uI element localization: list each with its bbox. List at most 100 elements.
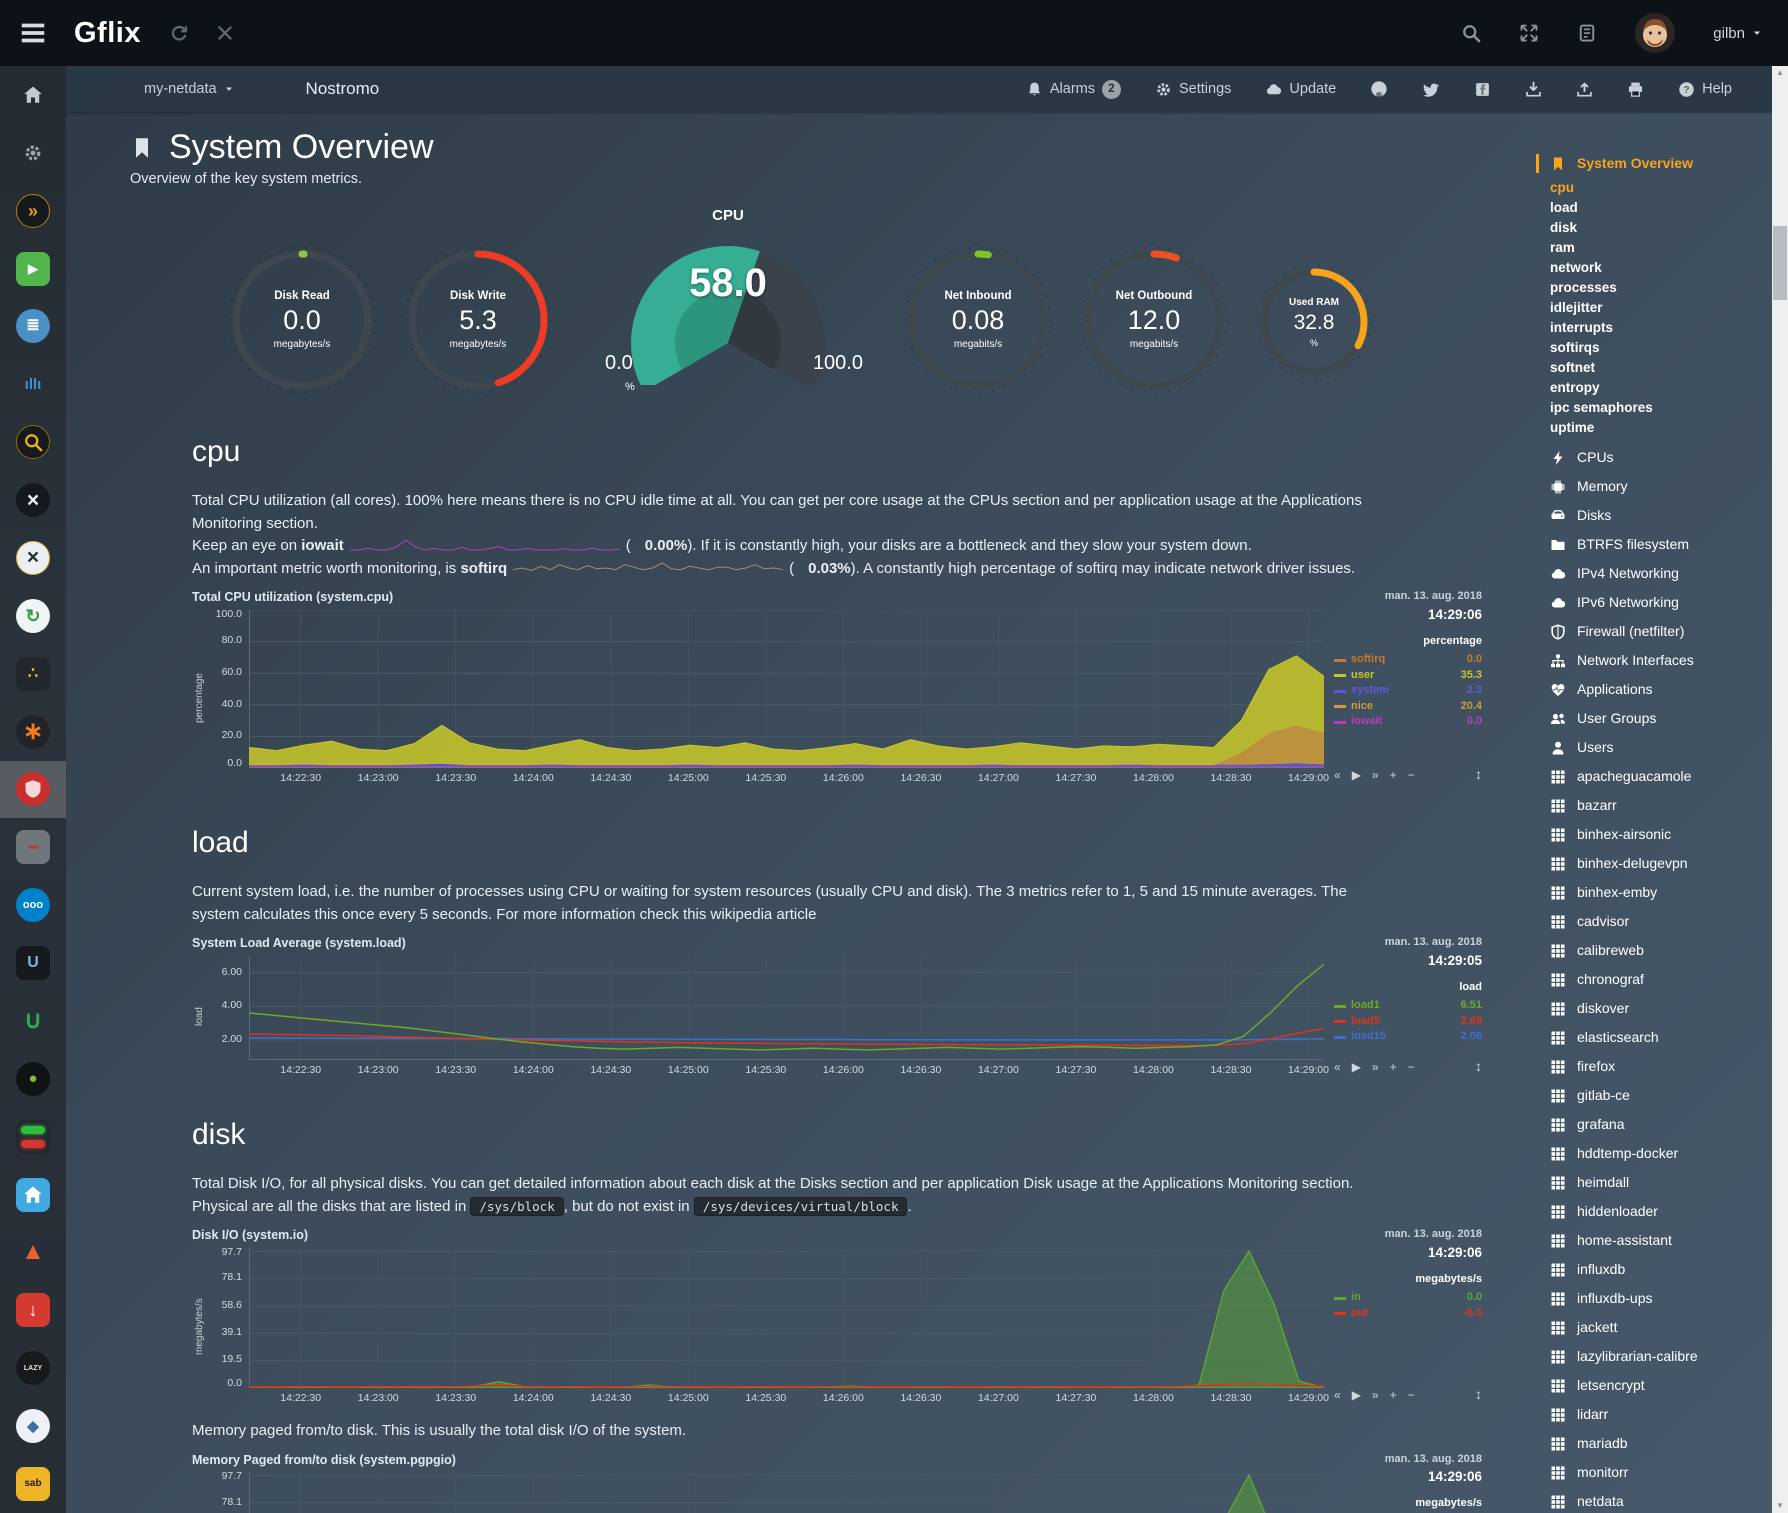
help-button[interactable]: ? Help [1678,81,1732,98]
pan-backward-button[interactable]: « [1334,767,1341,782]
pan-backward-button[interactable]: « [1334,1387,1341,1402]
nav-section-memory[interactable]: Memory [1550,477,1774,496]
nav-subitem-entropy[interactable]: entropy [1550,380,1600,395]
zoom-out-button[interactable]: − [1407,1387,1415,1402]
nav-section-ipv6-networking[interactable]: IPv6 Networking [1550,593,1774,612]
chart-pgpgio[interactable]: Memory Paged from/to disk (system.pgpgio… [192,1451,1516,1513]
user-menu[interactable]: gilbn [1713,25,1762,42]
rail-grafana[interactable]: ∗ [0,703,66,761]
gauge-disk-read[interactable]: Disk Read 0.0 megabytes/s [227,245,377,395]
nav-section-firefox[interactable]: firefox [1550,1057,1774,1076]
zoom-out-button[interactable]: − [1407,767,1415,782]
machine-dropdown[interactable]: my-netdata [144,81,234,97]
nav-section-hiddenloader[interactable]: hiddenloader [1550,1202,1774,1221]
rail-app-red-cubes[interactable]: ••• [0,818,66,876]
zoom-in-button[interactable]: + [1389,1059,1397,1074]
resize-handle-icon[interactable]: ↕ [1475,1386,1482,1402]
rail-home-assistant[interactable] [0,1166,66,1224]
rail-unraid[interactable]: U [0,934,66,992]
rail-guacamole[interactable]: ● [0,1050,66,1108]
nav-section-disks[interactable]: Disks [1550,506,1774,525]
nav-subitem-ram[interactable]: ram [1550,240,1575,255]
chart-disk[interactable]: Disk I/O (system.io) megabytes/s 97.7 78.… [192,1226,1516,1406]
nav-section-diskover[interactable]: diskover [1550,999,1774,1018]
nav-section-influxdb-ups[interactable]: influxdb-ups [1550,1289,1774,1308]
nav-section-user-groups[interactable]: User Groups [1550,709,1774,728]
gauge-net-inbound[interactable]: Net Inbound 0.08 megabits/s [903,245,1053,395]
zoom-out-button[interactable]: − [1407,1059,1415,1074]
hamburger-menu-icon[interactable] [18,18,48,48]
nav-section-influxdb[interactable]: influxdb [1550,1260,1774,1279]
legend-row[interactable]: system 2.3 [1334,683,1482,699]
rail-airsonic[interactable]: ıllı [0,355,66,413]
pan-forward-button[interactable]: » [1371,767,1379,782]
rail-monitorr[interactable] [0,1108,66,1166]
rail-app-node-graph[interactable]: ∴ [0,645,66,703]
rail-gitlab[interactable]: ▲ [0,1224,66,1282]
rail-emby[interactable]: ▶ [0,240,66,298]
rail-jdownloader[interactable]: ↓ [0,1281,66,1339]
nav-section-gitlab-ce[interactable]: gitlab-ce [1550,1086,1774,1105]
rail-nextcloud[interactable]: ooo [0,876,66,934]
chart-cpu[interactable]: Total CPU utilization (system.cpu) perce… [192,588,1516,786]
nav-section-ipv4-networking[interactable]: IPv4 Networking [1550,564,1774,583]
nav-section-netdata[interactable]: netdata [1550,1492,1774,1511]
rail-app-green-magnet[interactable]: ∪ [0,992,66,1050]
rail-home[interactable] [0,66,66,124]
nav-section-mariadb[interactable]: mariadb [1550,1434,1774,1453]
nav-section-apacheguacamole[interactable]: apacheguacamole [1550,767,1774,786]
scroll-down-arrow[interactable]: ▼ [1776,1501,1784,1510]
print-button[interactable] [1627,81,1644,98]
scroll-up-arrow[interactable]: ▲ [1776,68,1784,77]
alarms-button[interactable]: Alarms 2 [1026,79,1121,99]
nav-subitem-processes[interactable]: processes [1550,280,1617,295]
rail-deluge[interactable]: ◆ [0,1397,66,1455]
nav-subitem-softnet[interactable]: softnet [1550,360,1595,375]
legend-row[interactable]: load5 2.68 [1334,1014,1482,1030]
import-button[interactable] [1525,81,1542,98]
resize-handle-icon[interactable]: ↕ [1475,766,1482,782]
search-icon[interactable] [1461,23,1481,43]
legend-row[interactable]: nice 20.4 [1334,699,1482,715]
nav-section-grafana[interactable]: grafana [1550,1115,1774,1134]
nav-section-applications[interactable]: Applications [1550,680,1774,699]
scroll-thumb[interactable] [1773,226,1787,300]
chart-load[interactable]: System Load Average (system.load) load 6… [192,934,1516,1078]
nav-section-binhex-delugevpn[interactable]: binhex-delugevpn [1550,854,1774,873]
nav-subitem-softirqs[interactable]: softirqs [1550,340,1600,355]
nav-subitem-idlejitter[interactable]: idlejitter [1550,300,1603,315]
resize-handle-icon[interactable]: ↕ [1475,1058,1482,1074]
shortcuts-icon[interactable] [1577,23,1597,43]
nav-subitem-network[interactable]: network [1550,260,1602,275]
nav-subitem-uptime[interactable]: uptime [1550,420,1595,435]
refresh-icon[interactable] [169,23,189,43]
close-tab-icon[interactable] [215,23,235,43]
settings-button[interactable]: Settings [1155,81,1231,98]
nav-section-binhex-airsonic[interactable]: binhex-airsonic [1550,825,1774,844]
nav-section-monitorr[interactable]: monitorr [1550,1463,1774,1482]
rail-app-green-swirl[interactable]: ↻ [0,587,66,645]
nav-section-cadvisor[interactable]: cadvisor [1550,912,1774,931]
legend-row[interactable]: user 35.3 [1334,668,1482,684]
rail-active-app-shield[interactable] [0,760,66,819]
nav-section-letsencrypt[interactable]: letsencrypt [1550,1376,1774,1395]
plot-area[interactable]: 14:22:3014:23:0014:23:3014:24:0014:24:30… [249,1472,1324,1513]
update-button[interactable]: Update [1265,81,1336,98]
rail-app-rotor-blue[interactable]: × [0,471,66,529]
nav-section-system-overview[interactable]: System Overview [1536,154,1774,173]
facebook-button[interactable] [1474,81,1491,98]
nav-section-bazarr[interactable]: bazarr [1550,796,1774,815]
scrollbar[interactable]: ▲ ▼ [1772,66,1788,1513]
rail-app-rotor-yellow[interactable]: × [0,529,66,587]
rail-jackett[interactable] [0,413,66,471]
nav-section-network-interfaces[interactable]: Network Interfaces [1550,651,1774,670]
nav-section-btrfs-filesystem[interactable]: BTRFS filesystem [1550,535,1774,554]
legend-row[interactable]: load15 2.06 [1334,1029,1482,1045]
nav-section-chronograf[interactable]: chronograf [1550,970,1774,989]
expand-icon[interactable] [1519,23,1539,43]
nav-subitem-load[interactable]: load [1550,200,1578,215]
nav-section-jackett[interactable]: jackett [1550,1318,1774,1337]
zoom-in-button[interactable]: + [1389,767,1397,782]
